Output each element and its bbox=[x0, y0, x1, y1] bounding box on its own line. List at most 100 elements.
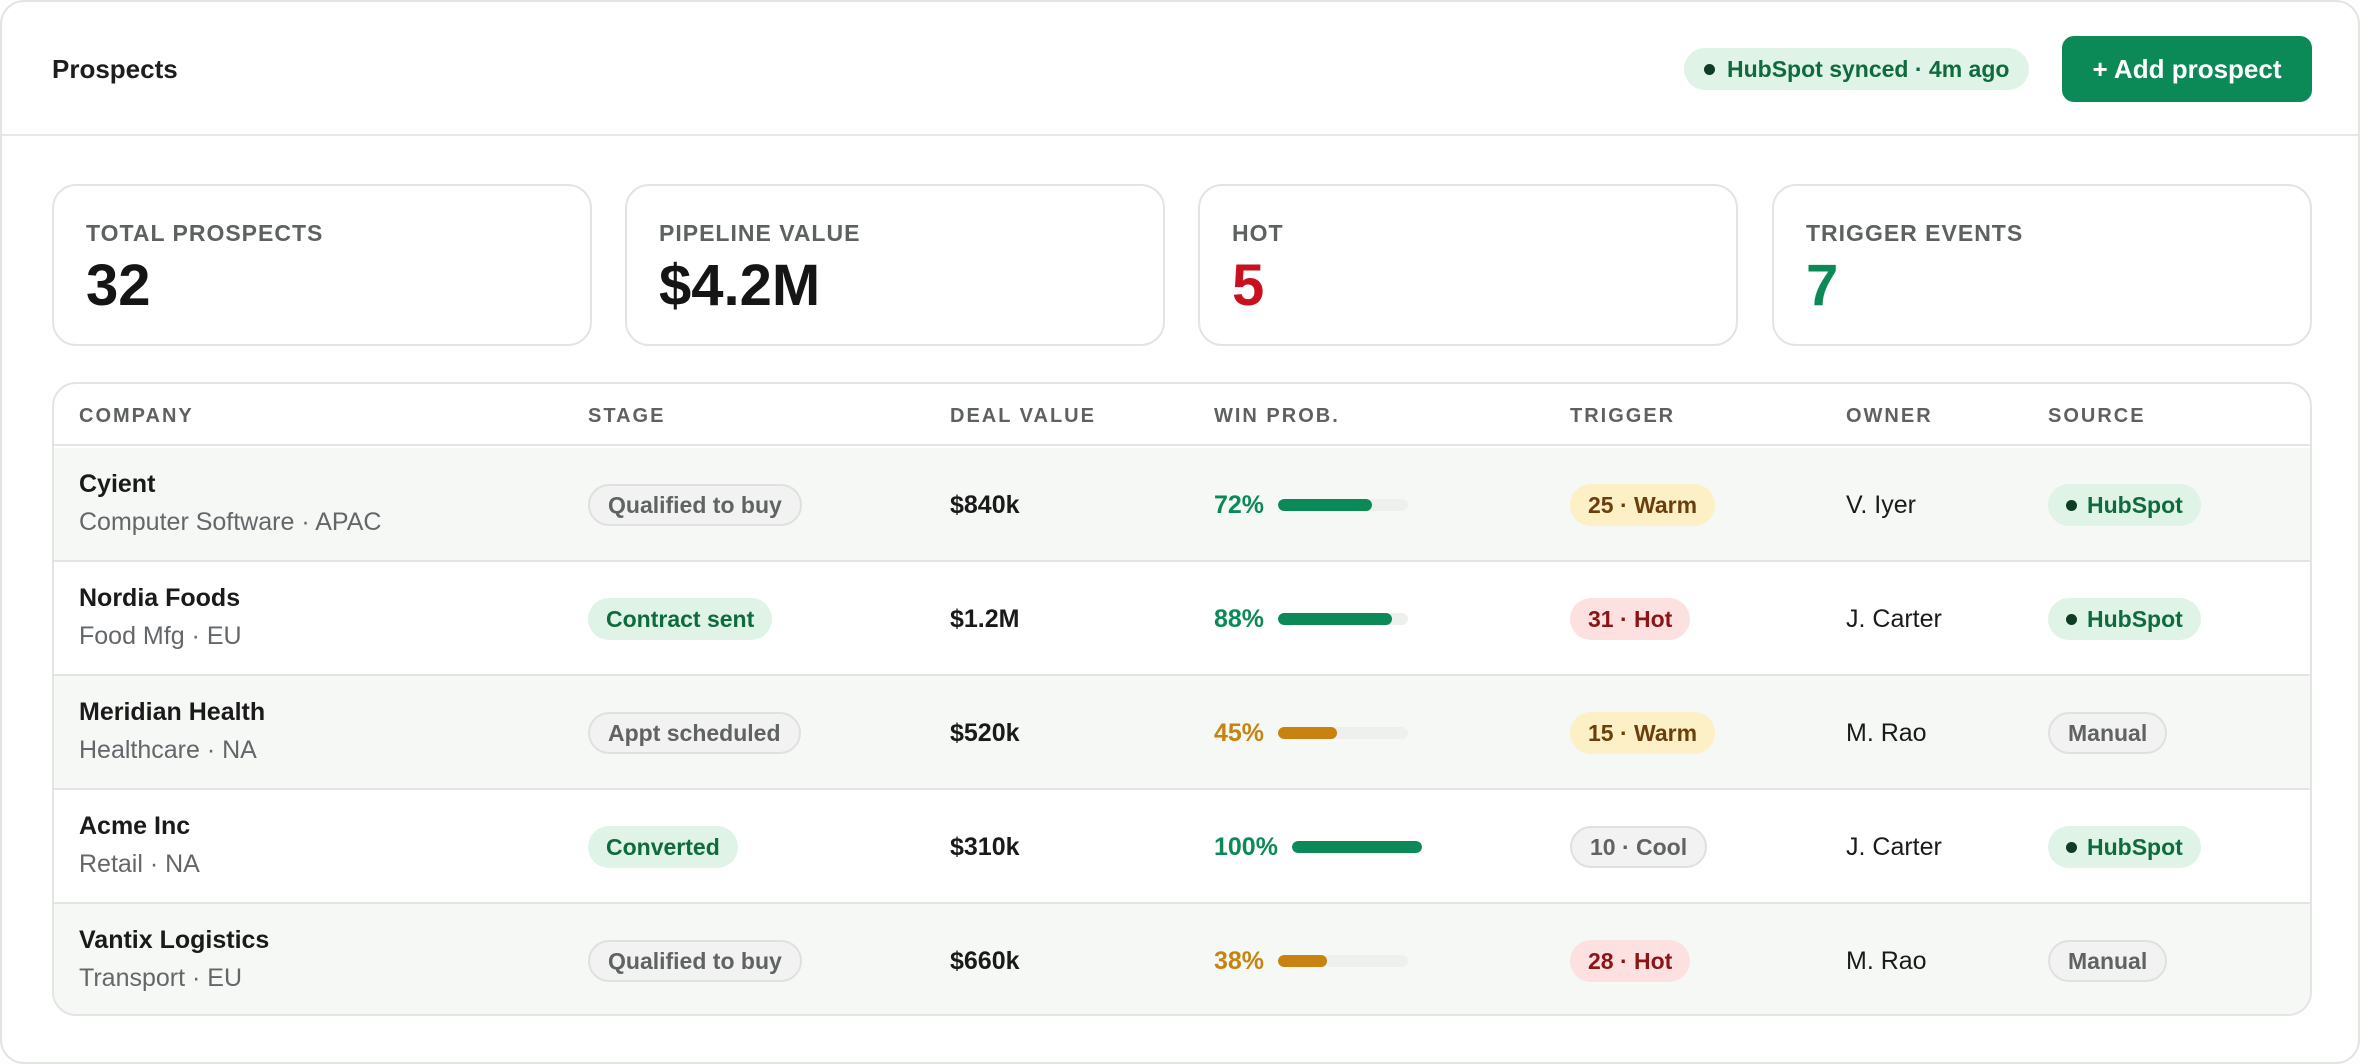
owner-cell: M. Rao bbox=[1846, 676, 1927, 790]
source-cell: Manual bbox=[2048, 904, 2168, 1014]
owner-name: V. Iyer bbox=[1846, 490, 1916, 519]
deal-value-cell: $1.2M bbox=[950, 562, 1019, 676]
status-dot-icon bbox=[1704, 63, 1715, 75]
trigger-cell: 28 · Hot bbox=[1570, 904, 1691, 1014]
stat-label: HOT bbox=[1232, 220, 1284, 246]
table-row[interactable]: Nordia Foods Food Mfg · EU Contract sent $1… bbox=[54, 562, 2310, 676]
source-badge: HubSpot bbox=[2048, 484, 2201, 526]
source-label: HubSpot bbox=[2087, 605, 2183, 632]
win-prob: 38% bbox=[1214, 947, 1409, 976]
stage-cell: Qualified to buy bbox=[588, 448, 802, 562]
trigger-cell: 31 · Hot bbox=[1570, 562, 1691, 676]
win-prob-value: 72% bbox=[1214, 490, 1265, 519]
source-badge: HubSpot bbox=[2048, 826, 2201, 868]
company-industry-region: Computer Software · APAC bbox=[79, 508, 382, 536]
owner-name: M. Rao bbox=[1846, 718, 1927, 747]
table-row[interactable]: Meridian Health Healthcare · NA Appt sched… bbox=[54, 676, 2310, 790]
company-name[interactable]: Nordia Foods bbox=[79, 584, 241, 612]
add-prospect-button[interactable]: + Add prospect bbox=[2062, 36, 2312, 102]
owner-name: M. Rao bbox=[1846, 946, 1927, 975]
deal-value-cell: $840k bbox=[950, 448, 1020, 562]
column-header-deal-value[interactable]: DEAL VALUE bbox=[950, 405, 1096, 427]
win-prob-bar-fill bbox=[1278, 499, 1372, 511]
stage-badge: Contract sent bbox=[588, 598, 773, 640]
company-name[interactable]: Vantix Logistics bbox=[79, 926, 270, 954]
company-industry-region: Food Mfg · EU bbox=[79, 622, 242, 650]
trigger-badge: 28 · Hot bbox=[1570, 940, 1691, 982]
win-prob-cell: 45% bbox=[1214, 676, 1409, 790]
source-label: Manual bbox=[2068, 947, 2148, 974]
column-header-trigger[interactable]: TRIGGER bbox=[1570, 405, 1676, 427]
win-prob-cell: 88% bbox=[1214, 562, 1409, 676]
win-prob-value: 88% bbox=[1214, 604, 1265, 633]
source-label: HubSpot bbox=[2087, 491, 2183, 518]
win-prob-bar bbox=[1278, 727, 1409, 739]
column-header-win-prob[interactable]: WIN PROB. bbox=[1214, 405, 1340, 427]
hubspot-dot-icon bbox=[2066, 499, 2077, 511]
hubspot-dot-icon bbox=[2066, 613, 2077, 625]
source-badge: HubSpot bbox=[2048, 598, 2201, 640]
owner-name: J. Carter bbox=[1846, 832, 1942, 861]
page-title: Prospects bbox=[52, 54, 178, 84]
stage-cell: Converted bbox=[588, 790, 738, 904]
stats-row: TOTAL PROSPECTS 32 PIPELINE VALUE $4.2M … bbox=[52, 184, 2312, 346]
trigger-badge: 31 · Hot bbox=[1570, 598, 1691, 640]
source-cell: HubSpot bbox=[2048, 562, 2201, 676]
stat-label: PIPELINE VALUE bbox=[659, 220, 861, 246]
win-prob-bar bbox=[1278, 613, 1409, 625]
win-prob: 72% bbox=[1214, 490, 1409, 520]
win-prob-cell: 100% bbox=[1214, 790, 1422, 904]
stage-badge: Qualified to buy bbox=[588, 940, 802, 982]
owner-cell: M. Rao bbox=[1846, 904, 1927, 1014]
company-industry-region: Transport · EU bbox=[79, 964, 243, 992]
source-cell: Manual bbox=[2048, 676, 2168, 790]
deal-value-cell: $660k bbox=[950, 904, 1020, 1014]
prospects-table: COMPANY STAGE DEAL VALUE WIN PROB. TRIGG… bbox=[52, 382, 2312, 1016]
stat-card-total-prospects: TOTAL PROSPECTS 32 bbox=[52, 184, 592, 346]
column-header-stage[interactable]: STAGE bbox=[588, 405, 666, 427]
trigger-badge: 10 · Cool bbox=[1570, 826, 1708, 868]
table-header: COMPANY STAGE DEAL VALUE WIN PROB. TRIGG… bbox=[54, 384, 2310, 446]
trigger-cell: 25 · Warm bbox=[1570, 448, 1716, 562]
stat-card-hot: HOT 5 bbox=[1198, 184, 1738, 346]
stage-badge: Qualified to buy bbox=[588, 484, 802, 526]
column-header-owner[interactable]: OWNER bbox=[1846, 405, 1933, 427]
win-prob-value: 100% bbox=[1214, 832, 1278, 861]
trigger-cell: 10 · Cool bbox=[1570, 790, 1708, 904]
owner-name: J. Carter bbox=[1846, 604, 1942, 633]
table-row[interactable]: Cyient Computer Software · APAC Qualified … bbox=[54, 448, 2310, 562]
company-name[interactable]: Acme Inc bbox=[79, 812, 191, 840]
sync-status-badge: HubSpot synced · 4m ago bbox=[1684, 48, 2030, 90]
column-header-company[interactable]: COMPANY bbox=[79, 405, 194, 427]
deal-value: $520k bbox=[950, 718, 1020, 747]
stat-value: 32 bbox=[86, 253, 151, 318]
win-prob: 100% bbox=[1214, 833, 1422, 862]
trigger-cell: 15 · Warm bbox=[1570, 676, 1716, 790]
company-name[interactable]: Cyient bbox=[79, 470, 156, 498]
deal-value-cell: $310k bbox=[950, 790, 1020, 904]
win-prob-bar-fill bbox=[1278, 727, 1337, 739]
source-badge: Manual bbox=[2048, 940, 2168, 982]
table-row[interactable]: Acme Inc Retail · NA Converted $310k 100% 10 … bbox=[54, 790, 2310, 904]
stat-label: TRIGGER EVENTS bbox=[1806, 220, 2024, 246]
company-name[interactable]: Meridian Health bbox=[79, 698, 266, 726]
column-header-source[interactable]: SOURCE bbox=[2048, 405, 2146, 427]
deal-value: $310k bbox=[950, 832, 1020, 861]
win-prob: 45% bbox=[1214, 718, 1409, 748]
deal-value-cell: $520k bbox=[950, 676, 1020, 790]
source-badge: Manual bbox=[2048, 712, 2168, 754]
win-prob-value: 45% bbox=[1214, 718, 1265, 747]
stat-value: 7 bbox=[1806, 253, 1839, 318]
win-prob-bar-fill bbox=[1291, 841, 1422, 853]
win-prob-bar bbox=[1278, 955, 1409, 967]
deal-value: $660k bbox=[950, 946, 1020, 975]
table-row[interactable]: Vantix Logistics Transport · EU Qualified … bbox=[54, 904, 2310, 1014]
trigger-badge: 15 · Warm bbox=[1570, 712, 1716, 754]
win-prob-bar-fill bbox=[1278, 955, 1328, 967]
stage-cell: Appt scheduled bbox=[588, 676, 801, 790]
header: Prospects HubSpot synced · 4m ago + Add … bbox=[2, 2, 2358, 136]
win-prob-cell: 38% bbox=[1214, 904, 1409, 1014]
deal-value: $1.2M bbox=[950, 604, 1020, 633]
win-prob: 88% bbox=[1214, 604, 1409, 634]
